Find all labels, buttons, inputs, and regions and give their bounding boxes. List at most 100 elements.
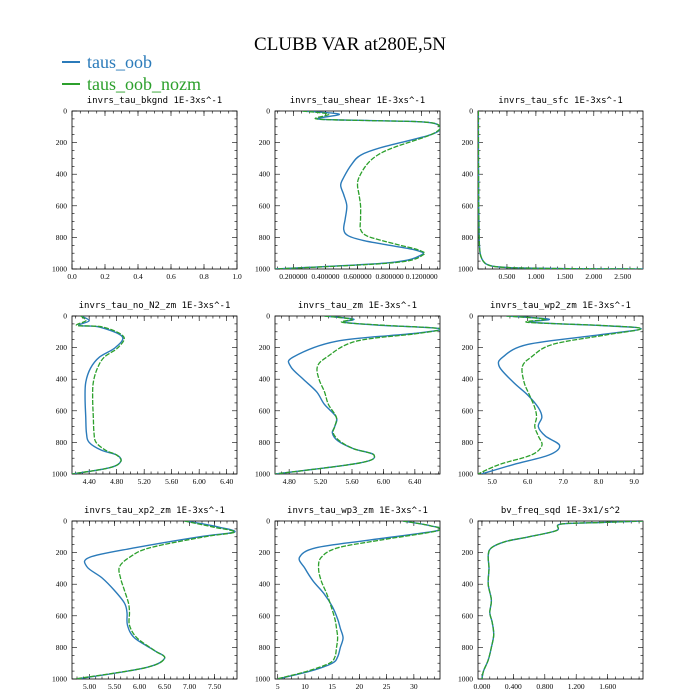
series-line-taus-oob	[275, 111, 440, 269]
legend-label-taus-oob: taus_oob	[87, 52, 152, 72]
y-tick-label: 400	[259, 375, 271, 384]
y-tick-label: 400	[259, 170, 271, 179]
x-tick-label: 5.60	[345, 477, 358, 486]
panel-3: invrs_tau_sfc 1E-3xs^-1 0 200 400 600 800 1000…	[458, 96, 644, 281]
x-tick-label: 10	[301, 682, 309, 691]
y-tick-label: 200	[259, 548, 271, 557]
y-tick-label: 800	[462, 438, 474, 447]
y-tick-label: 1000	[255, 265, 270, 274]
series-line-taus-oob	[481, 316, 642, 474]
x-tick-label: 2.000	[585, 272, 602, 281]
x-tick-label: 20	[356, 682, 364, 691]
y-tick-label: 0	[63, 312, 67, 321]
x-tick-label: 9.0	[629, 477, 639, 486]
panel-title: invrs_tau_wp3_zm 1E-3xs^-1	[287, 506, 428, 516]
x-tick-label: 8.0	[594, 477, 604, 486]
y-tick-label: 400	[462, 580, 474, 589]
x-tick-label: 0.200000	[279, 272, 307, 281]
x-tick-label: 1.500	[556, 272, 573, 281]
x-tick-label: 6.0	[523, 477, 533, 486]
y-tick-label: 800	[56, 438, 68, 447]
y-tick-label: 400	[462, 375, 474, 384]
x-tick-label: 0.6	[166, 272, 176, 281]
x-tick-label: 1.000	[527, 272, 544, 281]
series-line-taus-oob-nozm	[72, 316, 125, 474]
panel-2: invrs_tau_shear 1E-3xs^-1 0 200 400 600 800 10…	[255, 96, 441, 281]
y-tick-label: 1000	[458, 470, 473, 479]
y-tick-label: 200	[56, 138, 68, 147]
series-line-taus-oob-nozm	[74, 521, 236, 679]
y-tick-label: 400	[462, 170, 474, 179]
y-tick-label: 1000	[52, 675, 67, 684]
x-tick-label: 0.400	[505, 682, 522, 691]
y-tick-label: 800	[259, 233, 271, 242]
x-tick-label: 15	[328, 682, 336, 691]
y-tick-label: 800	[56, 643, 68, 652]
y-tick-label: 400	[56, 580, 68, 589]
x-tick-label: 7.50	[208, 682, 221, 691]
series-line-taus-oob	[76, 521, 236, 679]
x-tick-label: 1.200	[568, 682, 585, 691]
legend: taus_oob taus_oob_nozm	[62, 52, 201, 94]
panels-grid: invrs_tau_bkgnd 1E-3xs^-1020040060080010…	[52, 96, 644, 691]
x-tick-label: 6.00	[193, 477, 206, 486]
y-tick-label: 600	[462, 201, 474, 210]
y-tick-label: 600	[462, 611, 474, 620]
x-tick-label: 0.0	[67, 272, 77, 281]
series-line-taus-oob-nozm	[481, 521, 643, 679]
x-tick-label: 0.8	[199, 272, 209, 281]
x-tick-label: 1.0	[232, 272, 242, 281]
plot-frame	[274, 110, 441, 270]
y-tick-label: 400	[56, 170, 68, 179]
y-tick-label: 1000	[52, 265, 67, 274]
panel-title: invrs_tau_xp2_zm 1E-3xs^-1	[84, 506, 225, 516]
panel-title: invrs_tau_bkgnd 1E-3xs^-1	[87, 96, 222, 106]
y-tick-label: 600	[462, 406, 474, 415]
panel-title: invrs_tau_zm 1E-3xs^-1	[298, 301, 417, 311]
y-tick-label: 1000	[458, 675, 473, 684]
y-tick-label: 800	[56, 233, 68, 242]
x-tick-label: 0.800000	[376, 272, 404, 281]
x-tick-label: 25	[383, 682, 391, 691]
series-line-taus-oob	[277, 521, 440, 679]
y-tick-label: 1000	[52, 470, 67, 479]
x-tick-label: 0.500	[499, 272, 516, 281]
y-tick-label: 600	[259, 201, 271, 210]
y-tick-label: 0	[63, 107, 67, 116]
y-tick-label: 200	[462, 548, 474, 557]
y-tick-label: 1000	[255, 470, 270, 479]
panel-title: invrs_tau_wp2_zm 1E-3xs^-1	[490, 301, 631, 311]
y-tick-label: 0	[266, 517, 270, 526]
y-tick-label: 400	[56, 375, 68, 384]
panel-title: invrs_tau_sfc 1E-3xs^-1	[498, 96, 623, 106]
x-tick-label: 0.000	[473, 682, 490, 691]
series-line-taus-oob	[72, 316, 124, 474]
y-tick-label: 600	[56, 201, 68, 210]
series-line-taus-oob-nozm	[276, 521, 440, 679]
x-tick-label: 5.60	[165, 477, 178, 486]
y-tick-label: 0	[266, 107, 270, 116]
series-line-taus-oob-nozm	[275, 316, 440, 474]
figure-title: CLUBB VAR at280E,5N	[254, 34, 446, 55]
y-tick-label: 600	[259, 406, 271, 415]
x-tick-label: 0.2	[100, 272, 110, 281]
y-tick-label: 0	[266, 312, 270, 321]
series-line-taus-oob-nozm	[275, 111, 440, 269]
x-tick-label: 0.4	[133, 272, 143, 281]
x-tick-label: 5	[276, 682, 280, 691]
x-tick-label: 30	[410, 682, 418, 691]
plot-frame	[274, 520, 441, 680]
panel-title: invrs_tau_shear 1E-3xs^-1	[290, 96, 425, 106]
plot-frame	[71, 315, 238, 475]
y-tick-label: 1000	[255, 675, 270, 684]
panel-title: invrs_tau_no_N2_zm 1E-3xs^-1	[79, 301, 231, 311]
series-line-taus-oob	[478, 111, 643, 269]
series-line-taus-oob	[481, 521, 643, 679]
y-tick-label: 0	[469, 107, 473, 116]
y-tick-label: 800	[259, 643, 271, 652]
y-tick-label: 400	[259, 580, 271, 589]
panel-5: invrs_tau_zm 1E-3xs^-1 0 200 400 600 800 1000 4…	[255, 301, 441, 486]
y-tick-label: 800	[462, 233, 474, 242]
y-tick-label: 600	[56, 406, 68, 415]
